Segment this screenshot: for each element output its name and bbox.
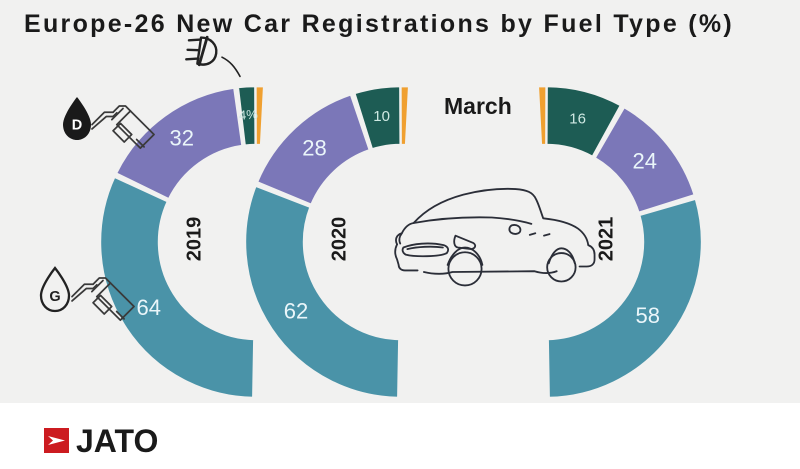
svg-text:JATO: JATO <box>76 423 158 459</box>
svg-text:28: 28 <box>302 136 326 161</box>
svg-text:16: 16 <box>569 110 586 127</box>
svg-text:4%: 4% <box>238 107 258 123</box>
svg-text:24: 24 <box>632 149 656 174</box>
svg-text:2020: 2020 <box>328 217 350 262</box>
svg-text:32: 32 <box>169 125 193 150</box>
svg-text:58: 58 <box>636 303 660 328</box>
svg-text:62: 62 <box>284 298 308 323</box>
svg-text:March: March <box>444 93 512 119</box>
svg-text:G: G <box>49 289 60 305</box>
svg-text:64: 64 <box>137 295 161 320</box>
svg-text:10: 10 <box>373 108 390 125</box>
svg-text:D: D <box>72 118 82 134</box>
svg-text:2021: 2021 <box>595 217 617 262</box>
svg-text:2019: 2019 <box>183 217 205 262</box>
